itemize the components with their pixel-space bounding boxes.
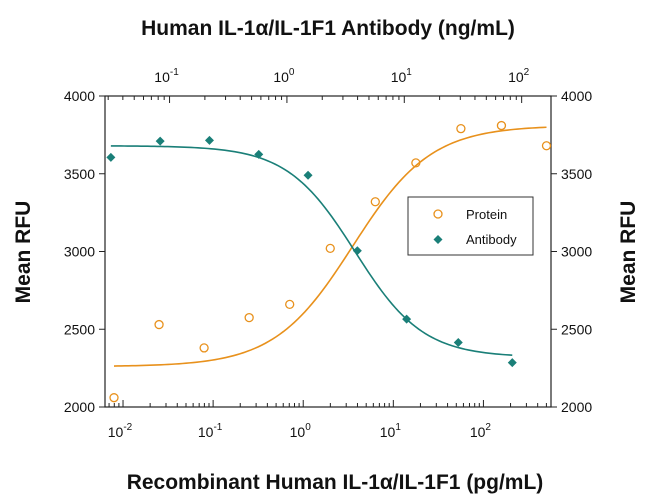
x-bottom-tick-label: 101 <box>380 422 402 440</box>
x-bottom-tick-label: 100 <box>290 422 312 440</box>
x-axis-title: Recombinant Human IL-1α/IL-1F1 (pg/mL) <box>127 471 544 494</box>
protein-point <box>285 299 295 310</box>
x-bottom-tick-label: 10-1 <box>198 422 223 440</box>
y-tick-label-right: 2000 <box>561 399 592 415</box>
antibody-fit-curve <box>110 145 513 356</box>
y-axis-title-right: Mean RFU <box>617 201 640 304</box>
antibody-point <box>155 136 165 146</box>
antibody-point <box>453 337 463 347</box>
protein-point <box>541 141 552 151</box>
x-top-tick-label: 100 <box>273 67 295 85</box>
x-top-tick-label: 10-1 <box>154 67 179 85</box>
legend-antibody-label: Antibody <box>466 232 517 247</box>
antibody-point <box>106 152 116 162</box>
y-tick-label-right: 3000 <box>561 244 592 260</box>
antibody-point <box>254 149 264 159</box>
ticks-layer: 2000 2000 2500 2500 3000 3000 3500 3500 4000 4000… <box>64 67 593 440</box>
protein-point <box>199 343 209 353</box>
antibody-point <box>507 358 517 368</box>
protein-point <box>154 319 164 330</box>
y-tick-label-right: 3500 <box>561 166 592 182</box>
antibody-point <box>204 135 214 145</box>
x-bottom-tick-label: 102 <box>470 422 492 440</box>
legend: Protein Antibody <box>407 196 534 256</box>
curves-layer <box>110 126 547 367</box>
legend-box <box>407 196 534 256</box>
y-tick-label-left: 2000 <box>64 399 95 415</box>
legend-antibody-marker <box>433 235 443 244</box>
legend-protein-marker <box>433 209 443 219</box>
y-tick-label-left: 3500 <box>64 166 95 182</box>
protein-point <box>370 197 380 207</box>
protein-point <box>496 120 507 131</box>
antibody-point <box>402 314 412 324</box>
y-tick-label-right: 2500 <box>561 321 592 337</box>
antibody-point <box>352 246 362 256</box>
y-tick-label-left: 3000 <box>64 244 95 260</box>
y-tick-label-left: 4000 <box>64 88 95 104</box>
protein-fit-curve <box>113 126 547 367</box>
x-top-tick-label: 101 <box>391 67 413 85</box>
y-tick-label-left: 2500 <box>64 321 95 337</box>
x-top-tick-label: 102 <box>508 67 530 85</box>
top-axis-title: Human IL-1α/IL-1F1 Antibody (ng/mL) <box>141 17 515 40</box>
protein-point <box>244 312 254 323</box>
protein-point <box>411 158 421 168</box>
protein-point <box>325 243 335 254</box>
x-bottom-tick-label: 10-2 <box>108 422 133 440</box>
protein-point <box>109 393 119 403</box>
antibody-point <box>303 170 313 180</box>
legend-protein-label: Protein <box>466 207 507 222</box>
protein-point <box>456 124 466 134</box>
y-tick-label-right: 4000 <box>561 88 592 104</box>
y-axis-title-left: Mean RFU <box>12 201 35 304</box>
points-layer <box>106 120 552 403</box>
